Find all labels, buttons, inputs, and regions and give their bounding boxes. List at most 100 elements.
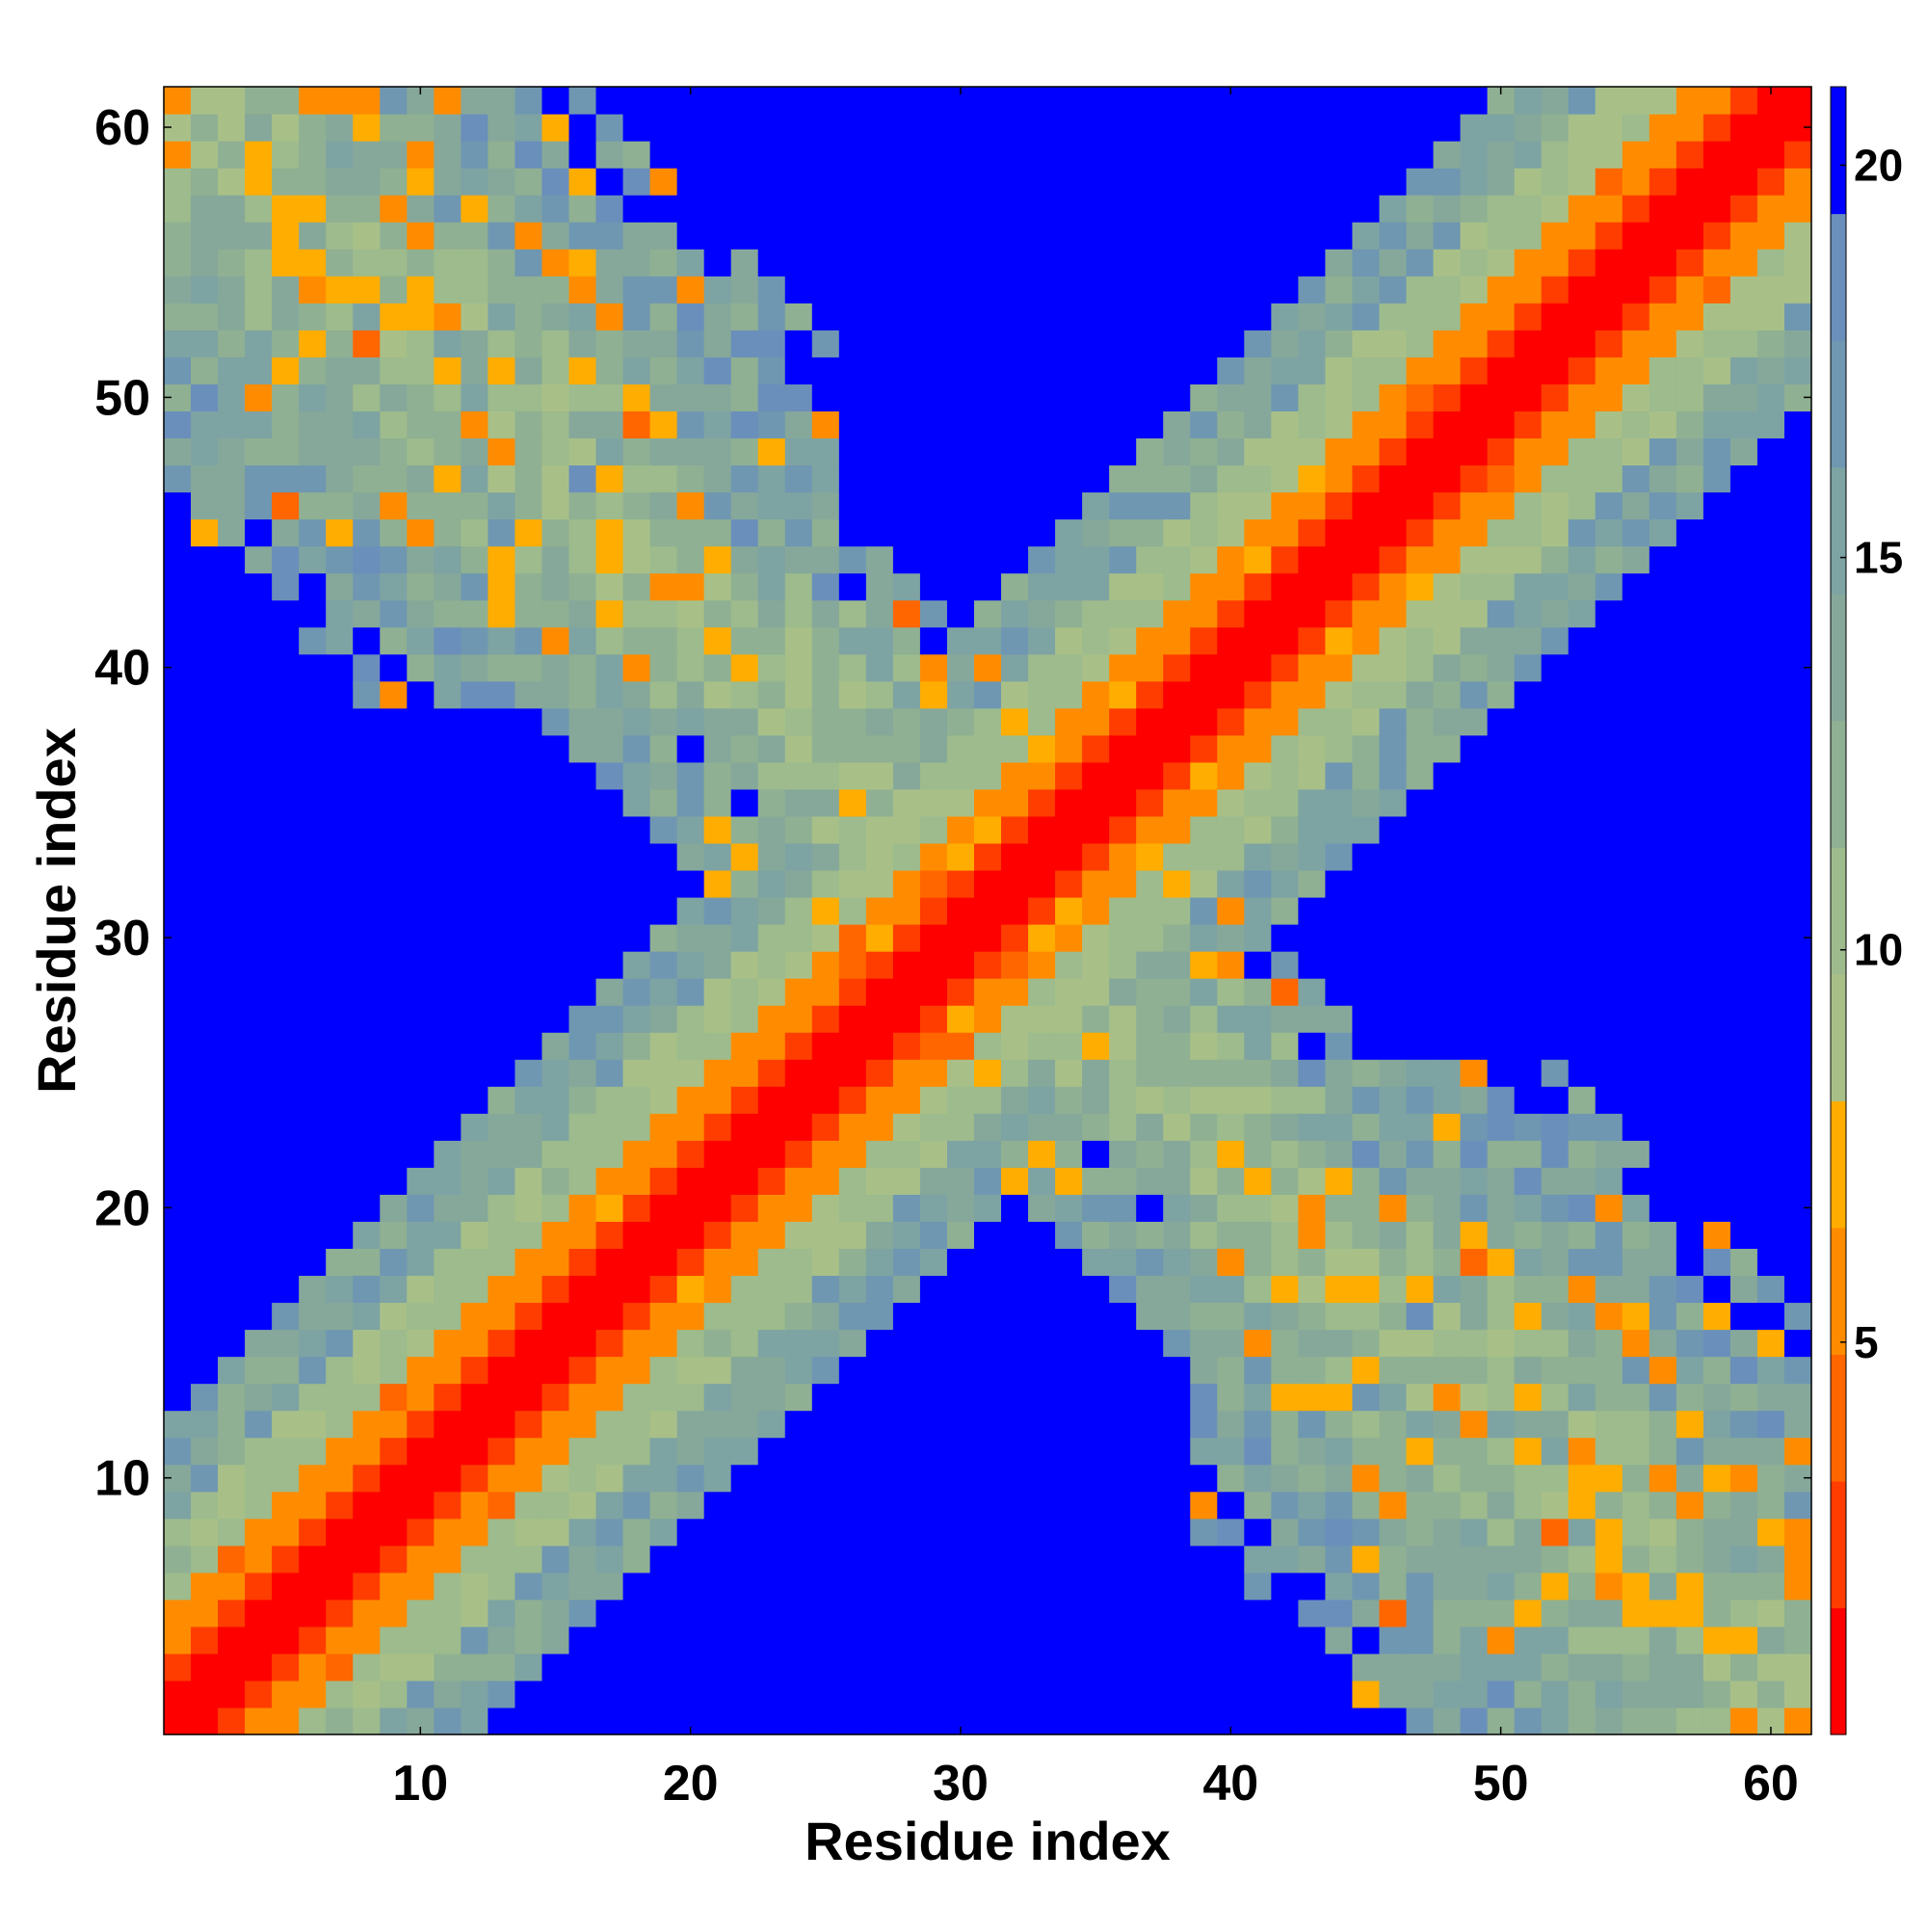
heatmap-cell [649, 87, 678, 115]
heatmap-cell [1676, 1626, 1704, 1654]
heatmap-cell [1028, 1005, 1056, 1033]
heatmap-cell [757, 815, 786, 844]
heatmap-cell [245, 357, 273, 384]
heatmap-cell [676, 249, 705, 277]
heatmap-cell [218, 734, 246, 763]
heatmap-cell [272, 1113, 300, 1141]
heatmap-cell [434, 1086, 462, 1114]
heatmap-cell [272, 680, 300, 709]
heatmap-cell [1622, 222, 1650, 250]
heatmap-cell [1595, 1518, 1623, 1547]
heatmap-cell [1703, 1032, 1731, 1060]
heatmap-cell [784, 599, 813, 628]
heatmap-cell [784, 1140, 813, 1168]
heatmap-cell [326, 951, 354, 979]
heatmap-cell [1541, 653, 1570, 682]
heatmap-cell [1028, 1437, 1056, 1466]
heatmap-cell [1514, 653, 1543, 682]
heatmap-cell [1460, 1383, 1489, 1412]
heatmap-cell [1190, 924, 1218, 952]
heatmap-cell [1783, 518, 1812, 547]
heatmap-cell [541, 1545, 570, 1574]
heatmap-cell [892, 1275, 921, 1304]
heatmap-cell [838, 680, 867, 709]
heatmap-cell [1352, 1221, 1381, 1250]
heatmap-cell [326, 896, 354, 925]
heatmap-cell [380, 1680, 408, 1708]
heatmap-cell [407, 734, 435, 763]
heatmap-cell [703, 1248, 732, 1277]
heatmap-cell [191, 815, 219, 844]
heatmap-cell [1487, 599, 1516, 628]
heatmap-cell [1783, 1140, 1812, 1168]
heatmap-cell [973, 222, 1002, 250]
heatmap-cell [299, 842, 327, 871]
heatmap-cell [1595, 1653, 1623, 1681]
heatmap-cell [865, 1626, 894, 1654]
heatmap-cell [1271, 1086, 1299, 1114]
heatmap-cell [1271, 1140, 1299, 1168]
heatmap-cell [1109, 1518, 1137, 1547]
heatmap-cell [1055, 87, 1083, 115]
heatmap-cell [353, 924, 381, 952]
heatmap-cell [299, 1545, 327, 1574]
heatmap-cell [622, 1437, 651, 1466]
heatmap-cell [353, 141, 381, 169]
heatmap-cell [461, 410, 488, 439]
heatmap-cell [1028, 87, 1056, 115]
heatmap-cell [515, 1653, 543, 1681]
heatmap-cell [272, 1248, 300, 1277]
heatmap-cell [1190, 1410, 1218, 1439]
heatmap-cell [1109, 1005, 1137, 1033]
heatmap-cell [1568, 1707, 1597, 1735]
heatmap-cell [946, 978, 975, 1006]
heatmap-cell [1325, 815, 1354, 844]
heatmap-cell [919, 276, 948, 304]
heatmap-cell [1460, 788, 1489, 817]
heatmap-cell [757, 1626, 786, 1654]
heatmap-cell [730, 653, 759, 682]
heatmap-cell [1541, 545, 1570, 574]
heatmap-cell [1163, 951, 1191, 979]
heatmap-cell [1433, 1005, 1462, 1033]
heatmap-cell [1001, 384, 1029, 411]
heatmap-cell [1001, 951, 1029, 979]
heatmap-cell [676, 761, 705, 790]
heatmap-cell [1028, 1653, 1056, 1681]
heatmap-cell [1514, 1383, 1543, 1412]
heatmap-cell [757, 599, 786, 628]
heatmap-cell [1622, 896, 1650, 925]
heatmap-cell [353, 1302, 381, 1331]
heatmap-cell [299, 330, 327, 357]
heatmap-cell [1028, 1113, 1056, 1141]
heatmap-cell [919, 896, 948, 925]
heatmap-cell [1649, 1140, 1677, 1168]
heatmap-cell [1136, 1059, 1164, 1087]
heatmap-cell [407, 1545, 435, 1574]
heatmap-cell [1676, 1383, 1704, 1412]
heatmap-cell [946, 1059, 975, 1087]
heatmap-cell [1298, 1653, 1327, 1681]
heatmap-cell [541, 869, 570, 898]
heatmap-cell [973, 141, 1002, 169]
heatmap-cell [1460, 1113, 1489, 1141]
heatmap-cell [1325, 896, 1354, 925]
heatmap-cell [1217, 1518, 1245, 1547]
heatmap-cell [1055, 1437, 1083, 1466]
heatmap-cell [353, 1194, 381, 1222]
heatmap-cell [1055, 1302, 1083, 1331]
heatmap-cell [1756, 1653, 1785, 1681]
heatmap-cell [1703, 464, 1731, 493]
heatmap-cell [757, 978, 786, 1006]
heatmap-cell [1028, 168, 1056, 196]
heatmap-cell [622, 1410, 651, 1439]
heatmap-cell [568, 357, 597, 384]
heatmap-cell [407, 1275, 435, 1304]
heatmap-cell [299, 896, 327, 925]
heatmap-cell [1756, 1140, 1785, 1168]
heatmap-cell [1055, 114, 1083, 142]
heatmap-cell [1325, 1653, 1354, 1681]
heatmap-cell [299, 1329, 327, 1358]
heatmap-cell [1783, 572, 1812, 601]
heatmap-cell [676, 626, 705, 655]
